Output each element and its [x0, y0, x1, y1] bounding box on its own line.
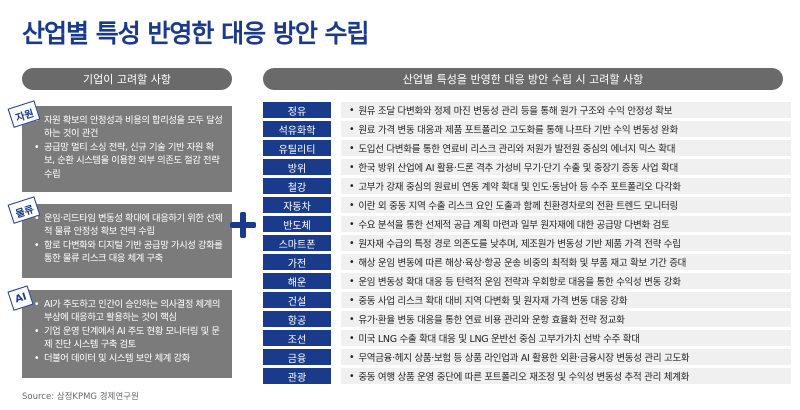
industry-desc: • 무역금융·헤지 상품·보험 등 상품 라인업과 AI 활용한 외환·금융시장 …	[341, 349, 791, 365]
left-header: 기업이 고려할 사항	[22, 68, 232, 90]
logistics-bullet-1: 운임·리드타임 변동성 확대에 대응하기 위한 선제적 물류 안정성 확보 전략…	[34, 212, 224, 239]
right-header: 산업별 특성을 반영한 대응 방안 수립 시 고려할 사항	[263, 68, 783, 90]
industry-desc: • 미국 LNG 수출 확대 대응 및 LNG 운반선 중심 고부가가치 선박 수…	[341, 330, 791, 346]
resources-bullet-1: 자원 확보의 안정성과 비용의 합리성을 모두 달성하는 것이 관건	[34, 114, 224, 141]
industry-name: 자동차	[263, 197, 331, 213]
left-section-resources: 자원 확보의 안정성과 비용의 합리성을 모두 달성하는 것이 관건 공급망 멀…	[22, 106, 232, 192]
ai-bullet-3: 더불어 데이터 및 시스템 보안 체계 강화	[34, 352, 224, 366]
industry-name: 반도체	[263, 216, 331, 232]
industry-desc: • 운임 변동성 확대 대응 등 탄력적 운임 전략과 우회항로 대응을 통한 수…	[341, 273, 791, 289]
industry-name: 관광	[263, 368, 331, 384]
industry-name: 정유	[263, 102, 331, 118]
industry-row: 반도체 • 수요 분석을 통한 선제적 공급 계획 마련과 일부 원자재에 대한 …	[263, 216, 791, 232]
industry-desc: • 한국 방위 산업에 AI 활용·드론 격추 가성비 무기·단기 수출 및 중장…	[341, 159, 791, 175]
industry-desc: • 원유 조달 다변화와 정제 마진 변동성 관리 등을 통해 원가 구조와 수익…	[341, 102, 791, 118]
ai-bullet-2: 기업 운영 단계에서 AI 주도 현황 모니터링 및 문제 진단 시스템 구축 …	[34, 325, 224, 352]
logistics-bullet-2: 항로 다변화와 디지털 기반 공급망 가시성 강화를 통한 물류 리스크 대응 …	[34, 239, 224, 266]
industry-desc: • 원료 가격 변동 대응과 제품 포트폴리오 고도화를 통해 나프타 기반 수익…	[341, 121, 791, 137]
industry-name: 조선	[263, 330, 331, 346]
industry-name: 해운	[263, 273, 331, 289]
industry-name: 방위	[263, 159, 331, 175]
industry-name: 가전	[263, 254, 331, 270]
industry-row: 정유 • 원유 조달 다변화와 정제 마진 변동성 관리 등을 통해 원가 구조와…	[263, 102, 791, 118]
industry-desc: • 이란 외 중동 지역 수출 리스크 요인 도출과 함께 친환경차로의 전환 트…	[341, 197, 791, 213]
ai-bullet-1: AI가 주도하고 인간이 승인하는 의사결정 체계의 부상에 대응하고 활용하는…	[34, 298, 224, 325]
industry-name: 항공	[263, 311, 331, 327]
industry-desc: • 원자재 수급의 특정 경로 의존도를 낮추며, 제조원가 변동성 기반 제품 …	[341, 235, 791, 251]
industry-row: 건설 • 중동 사업 리스크 확대 대비 지역 다변화 및 원자재 가격 변동 대…	[263, 292, 791, 308]
industry-row: 자동차 • 이란 외 중동 지역 수출 리스크 요인 도출과 함께 친환경차로의 …	[263, 197, 791, 213]
page-title: 산업별 특성 반영한 대응 방안 수립	[22, 19, 370, 48]
industry-row: 해운 • 운임 변동성 확대 대응 등 탄력적 운임 전략과 우회항로 대응을 통…	[263, 273, 791, 289]
source-note: Source: 삼정KPMG 경제연구원	[22, 392, 139, 402]
industry-desc: • 고부가 강재 중심의 원료비 연동 계약 확대 및 인도·동남아 등 수주 포…	[341, 178, 791, 194]
industry-name: 유틸리티	[263, 140, 331, 156]
industry-row: 스마트폰 • 원자재 수급의 특정 경로 의존도를 낮추며, 제조원가 변동성 기…	[263, 235, 791, 251]
industry-name: 스마트폰	[263, 235, 331, 251]
industry-name: 건설	[263, 292, 331, 308]
industry-desc: • 중동 여행 상품 운영 중단에 따른 포트폴리오 재조정 및 수익성 변동성 …	[341, 368, 791, 384]
industry-desc: • 해상 운임 변동에 따른 해상·육상·항공 운송 비중의 최적화 및 부품 재…	[341, 254, 791, 270]
industry-name: 석유화학	[263, 121, 331, 137]
left-section-logistics: 운임·리드타임 변동성 확대에 대응하기 위한 선제적 물류 안정성 확보 전략…	[22, 204, 232, 278]
industry-desc: • 도입선 다변화를 통한 연료비 리스크 관리와 저원가 발전원 중심의 에너지…	[341, 140, 791, 156]
resources-bullet-2: 공급망 멀티 소싱 전략, 신규 기술 기반 자원 확보, 순환 시스템을 이용…	[34, 141, 224, 181]
industry-name: 금융	[263, 349, 331, 365]
industry-desc: • 중동 사업 리스크 확대 대비 지역 다변화 및 원자재 가격 변동 대응 강…	[341, 292, 791, 308]
plus-icon	[230, 212, 256, 238]
industry-row: 항공 • 유가·환율 변동 대응을 통한 연료 비용 관리와 운항 효율화 전략 …	[263, 311, 791, 327]
industry-row: 조선 • 미국 LNG 수출 확대 대응 및 LNG 운반선 중심 고부가가치 선…	[263, 330, 791, 346]
industry-name: 철강	[263, 178, 331, 194]
industry-desc: • 수요 분석을 통한 선제적 공급 계획 마련과 일부 원자재에 대한 공급망 …	[341, 216, 791, 232]
industry-row: 유틸리티 • 도입선 다변화를 통한 연료비 리스크 관리와 저원가 발전원 중심…	[263, 140, 791, 156]
industry-desc: • 유가·환율 변동 대응을 통한 연료 비용 관리와 운항 효율화 전략 정교화	[341, 311, 791, 327]
industry-row: 방위 • 한국 방위 산업에 AI 활용·드론 격추 가성비 무기·단기 수출 및…	[263, 159, 791, 175]
industry-row: 석유화학 • 원료 가격 변동 대응과 제품 포트폴리오 고도화를 통해 나프타 …	[263, 121, 791, 137]
industry-row: 금융 • 무역금융·헤지 상품·보험 등 상품 라인업과 AI 활용한 외환·금융…	[263, 349, 791, 365]
industry-row: 철강 • 고부가 강재 중심의 원료비 연동 계약 확대 및 인도·동남아 등 수…	[263, 178, 791, 194]
left-section-ai: AI가 주도하고 인간이 승인하는 의사결정 체계의 부상에 대응하고 활용하는…	[22, 290, 232, 378]
industry-row: 관광 • 중동 여행 상품 운영 중단에 따른 포트폴리오 재조정 및 수익성 변…	[263, 368, 791, 384]
industry-row: 가전 • 해상 운임 변동에 따른 해상·육상·항공 운송 비중의 최적화 및 부…	[263, 254, 791, 270]
